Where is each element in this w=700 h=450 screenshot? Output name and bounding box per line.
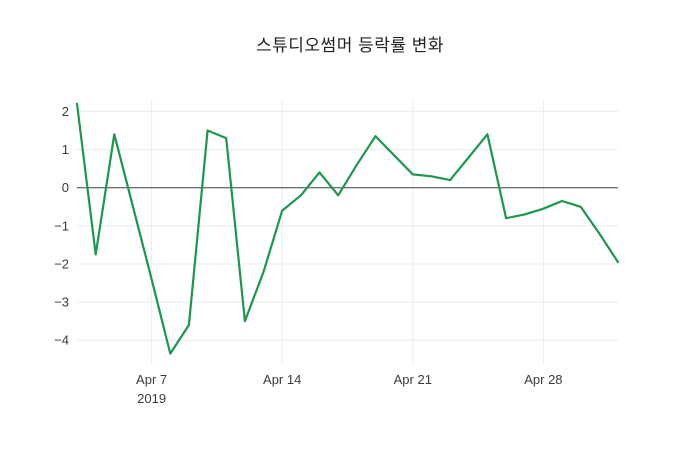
- x-tick-label: Apr 28: [524, 372, 562, 387]
- y-tick-label: 1: [62, 142, 69, 157]
- x-tick-label: Apr 14: [263, 372, 301, 387]
- y-tick-label: −4: [54, 333, 69, 348]
- series-line: [75, 102, 620, 355]
- y-tick-label: 0: [62, 180, 69, 195]
- y-tick-label: 2: [62, 104, 69, 119]
- x-tick-label: Apr 21: [394, 372, 432, 387]
- x-tick-label: Apr 7: [136, 372, 167, 387]
- y-tick-label: −3: [54, 295, 69, 310]
- x-tick-year-label: 2019: [137, 391, 166, 406]
- y-tick-label: −1: [54, 218, 69, 233]
- y-tick-label: −2: [54, 257, 69, 272]
- chart-title: 스튜디오썸머 등락률 변화: [256, 36, 444, 55]
